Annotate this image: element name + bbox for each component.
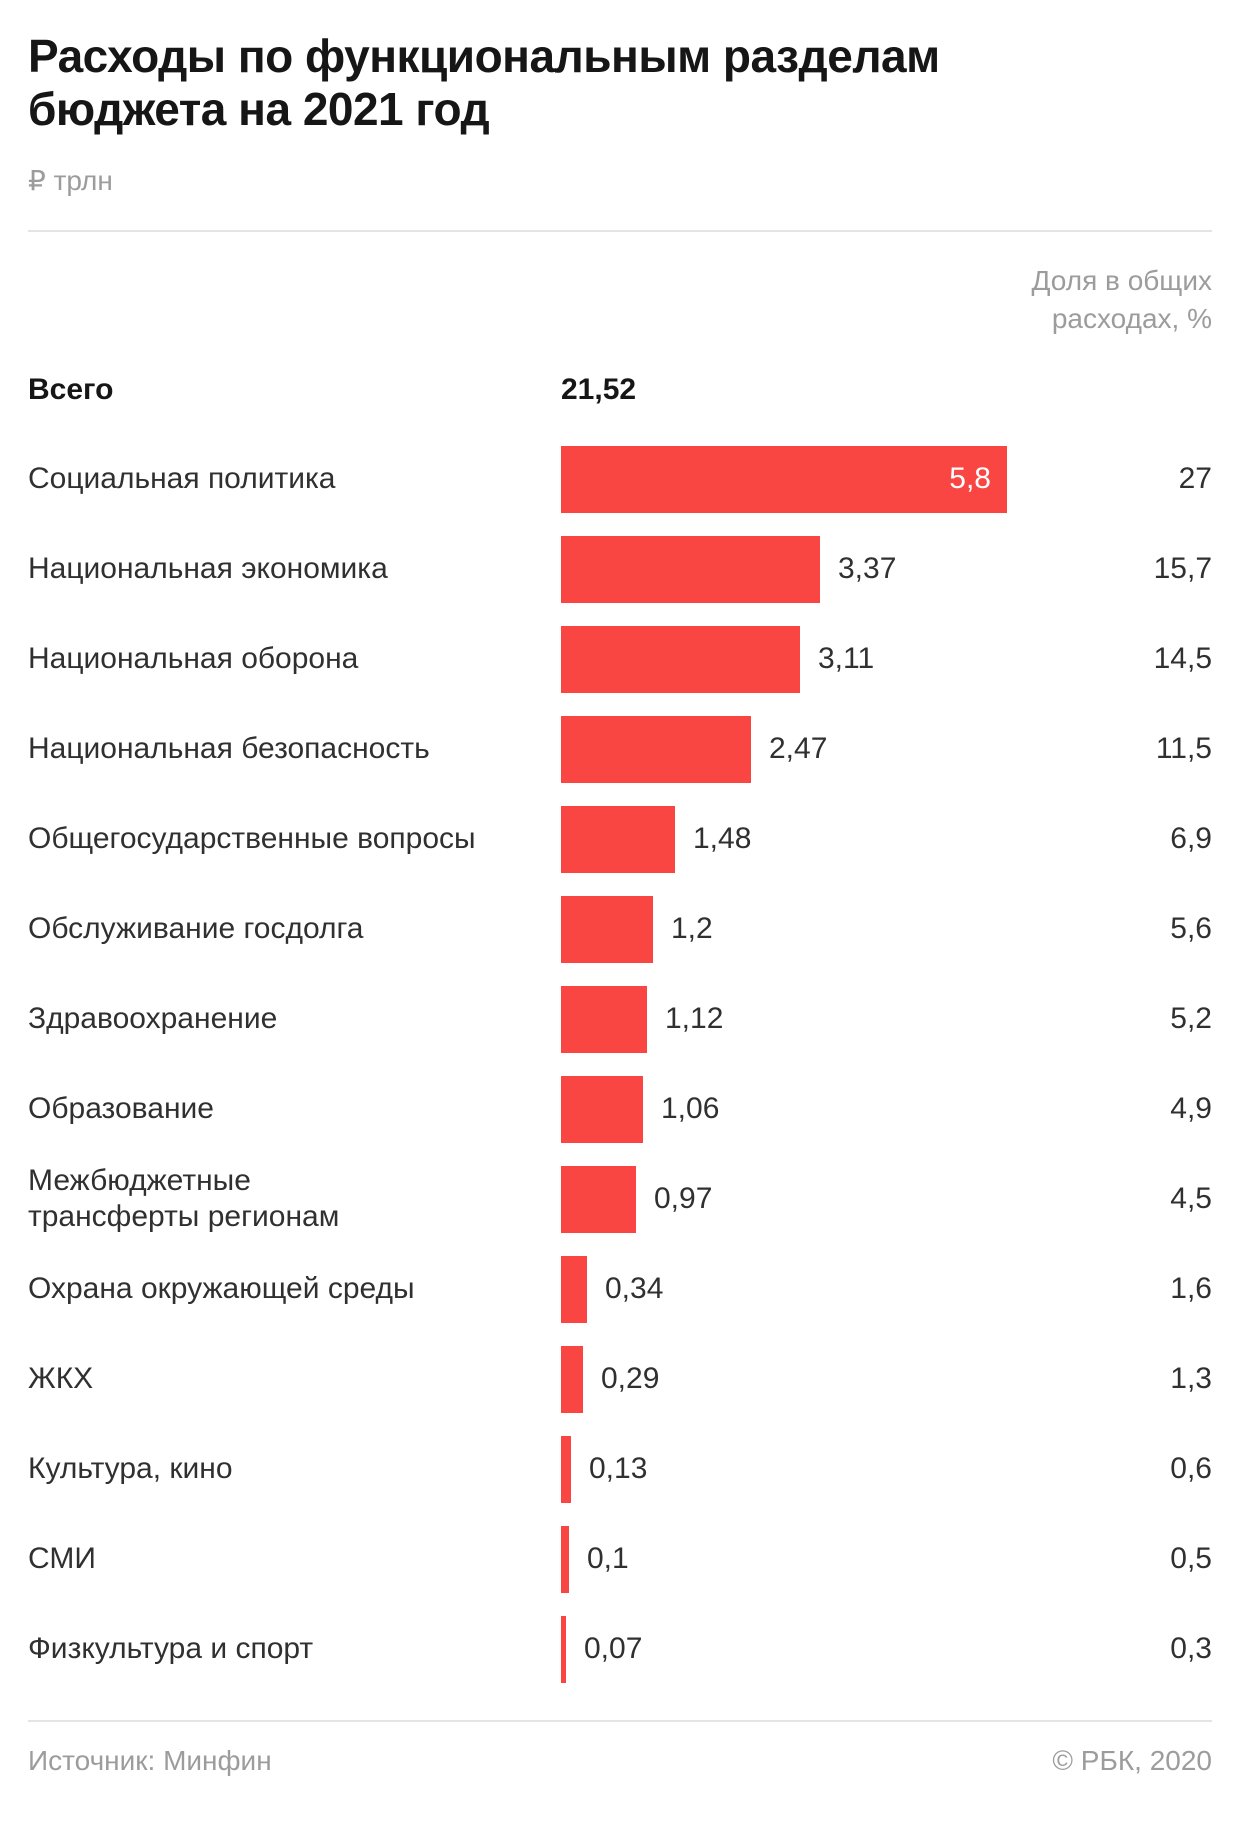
units-label: ₽ трлн bbox=[28, 165, 113, 196]
table-row: Физкультура и спорт 0,07 0,3 bbox=[28, 1604, 1212, 1694]
bar bbox=[561, 715, 751, 783]
bar bbox=[561, 535, 820, 603]
bar-cell: 0,34 bbox=[561, 1244, 1112, 1334]
category-label: Общегосударственные вопросы bbox=[28, 822, 476, 855]
share-value: 5,6 bbox=[1170, 912, 1212, 945]
bar-cell: 0,07 bbox=[561, 1604, 1112, 1694]
bar-value-label: 0,1 bbox=[587, 1542, 629, 1575]
bar bbox=[561, 1345, 583, 1413]
bar bbox=[561, 1615, 566, 1683]
bar-cell: 1,48 bbox=[561, 794, 1112, 884]
bar bbox=[561, 895, 653, 963]
category-label: Национальная оборона bbox=[28, 642, 359, 675]
table-row: Общегосударственные вопросы 1,48 6,9 bbox=[28, 794, 1212, 884]
share-value: 0,5 bbox=[1170, 1542, 1212, 1575]
bar-cell: 0,1 bbox=[561, 1514, 1112, 1604]
bar-cell: 0,97 bbox=[561, 1154, 1112, 1244]
share-value: 14,5 bbox=[1153, 642, 1212, 675]
bar-cell: 5,8 bbox=[561, 434, 1112, 524]
bar bbox=[561, 625, 800, 693]
bar bbox=[561, 1525, 569, 1593]
bar: 5,8 bbox=[561, 445, 1007, 513]
category-label: СМИ bbox=[28, 1542, 96, 1575]
bar-value-label: 0,29 bbox=[601, 1362, 660, 1395]
category-label: Обслуживание госдолга bbox=[28, 912, 364, 945]
bar bbox=[561, 1075, 643, 1143]
bar bbox=[561, 1435, 571, 1503]
bar-value-label: 1,48 bbox=[693, 822, 752, 855]
bar-value-label: 2,47 bbox=[769, 732, 828, 765]
bar-value-label: 0,07 bbox=[584, 1632, 643, 1665]
share-value: 11,5 bbox=[1155, 732, 1212, 765]
share-value: 5,2 bbox=[1170, 1002, 1212, 1035]
bar-value-label: 1,12 bbox=[665, 1002, 724, 1035]
total-value: 21,52 bbox=[561, 373, 637, 406]
bar-cell: 1,12 bbox=[561, 974, 1112, 1064]
bar bbox=[561, 985, 647, 1053]
category-label: Межбюджетные трансферты регионам bbox=[28, 1164, 340, 1233]
copyright-label: © РБК, 2020 bbox=[1052, 1745, 1212, 1776]
category-label: Физкультура и спорт bbox=[28, 1632, 314, 1665]
category-label: Национальная безопасность bbox=[28, 732, 430, 765]
category-label: Национальная экономика bbox=[28, 552, 388, 585]
bar bbox=[561, 805, 675, 873]
bar-cell: 3,37 bbox=[561, 524, 1112, 614]
table-row: ЖКХ 0,29 1,3 bbox=[28, 1334, 1212, 1424]
bar-value-label: 0,34 bbox=[605, 1272, 664, 1305]
source-label: Источник: Минфин bbox=[28, 1745, 272, 1776]
table-row: Межбюджетные трансферты регионам 0,97 4,… bbox=[28, 1154, 1212, 1244]
table-row: Охрана окружающей среды 0,34 1,6 bbox=[28, 1244, 1212, 1334]
bar-chart: Социальная политика 5,8 27 Национальная … bbox=[28, 434, 1212, 1694]
bar-cell: 0,29 bbox=[561, 1334, 1112, 1424]
bottom-divider bbox=[28, 1720, 1212, 1722]
share-value: 27 bbox=[1178, 462, 1212, 495]
bar bbox=[561, 1255, 587, 1323]
table-row: Национальная безопасность 2,47 11,5 bbox=[28, 704, 1212, 794]
top-divider bbox=[28, 230, 1212, 232]
table-row: Национальная оборона 3,11 14,5 bbox=[28, 614, 1212, 704]
bar-cell: 1,2 bbox=[561, 884, 1112, 974]
share-value: 1,6 bbox=[1170, 1272, 1212, 1305]
table-row: Образование 1,06 4,9 bbox=[28, 1064, 1212, 1154]
table-row: Здравоохранение 1,12 5,2 bbox=[28, 974, 1212, 1064]
table-row: Национальная экономика 3,37 15,7 bbox=[28, 524, 1212, 614]
bar bbox=[561, 1165, 636, 1233]
bar-cell: 1,06 bbox=[561, 1064, 1112, 1154]
share-value: 0,3 bbox=[1170, 1632, 1212, 1665]
category-label: ЖКХ bbox=[28, 1362, 94, 1395]
total-row: Всего 21,52 bbox=[28, 370, 1212, 410]
share-value: 4,9 bbox=[1170, 1092, 1212, 1125]
page-title: Расходы по функциональным разделам бюдже… bbox=[28, 30, 940, 135]
bar-value-label: 3,11 bbox=[818, 642, 875, 675]
bar-value-label: 0,13 bbox=[589, 1452, 648, 1485]
category-label: Здравоохранение bbox=[28, 1002, 278, 1035]
bar-cell: 0,13 bbox=[561, 1424, 1112, 1514]
share-value: 0,6 bbox=[1170, 1452, 1212, 1485]
bar-value-label: 5,8 bbox=[949, 462, 991, 495]
table-row: Обслуживание госдолга 1,2 5,6 bbox=[28, 884, 1212, 974]
bar-value-label: 1,06 bbox=[661, 1092, 720, 1125]
footer: Источник: Минфин © РБК, 2020 bbox=[28, 1744, 1212, 1778]
category-label: Социальная политика bbox=[28, 462, 336, 495]
bar-value-label: 3,37 bbox=[838, 552, 897, 585]
category-label: Охрана окружающей среды bbox=[28, 1272, 415, 1305]
bar-value-label: 1,2 bbox=[671, 912, 713, 945]
category-label: Культура, кино bbox=[28, 1452, 233, 1485]
share-value: 15,7 bbox=[1153, 552, 1212, 585]
share-value: 1,3 bbox=[1170, 1362, 1212, 1395]
bar-cell: 3,11 bbox=[561, 614, 1112, 704]
bar-cell: 2,47 bbox=[561, 704, 1112, 794]
table-row: СМИ 0,1 0,5 bbox=[28, 1514, 1212, 1604]
total-label: Всего bbox=[28, 373, 114, 406]
table-row: Культура, кино 0,13 0,6 bbox=[28, 1424, 1212, 1514]
share-value: 4,5 bbox=[1170, 1182, 1212, 1215]
table-row: Социальная политика 5,8 27 bbox=[28, 434, 1212, 524]
share-column-header: Доля в общих расходах, % bbox=[1031, 265, 1212, 334]
bar-value-label: 0,97 bbox=[654, 1182, 713, 1215]
category-label: Образование bbox=[28, 1092, 214, 1125]
share-value: 6,9 bbox=[1170, 822, 1212, 855]
